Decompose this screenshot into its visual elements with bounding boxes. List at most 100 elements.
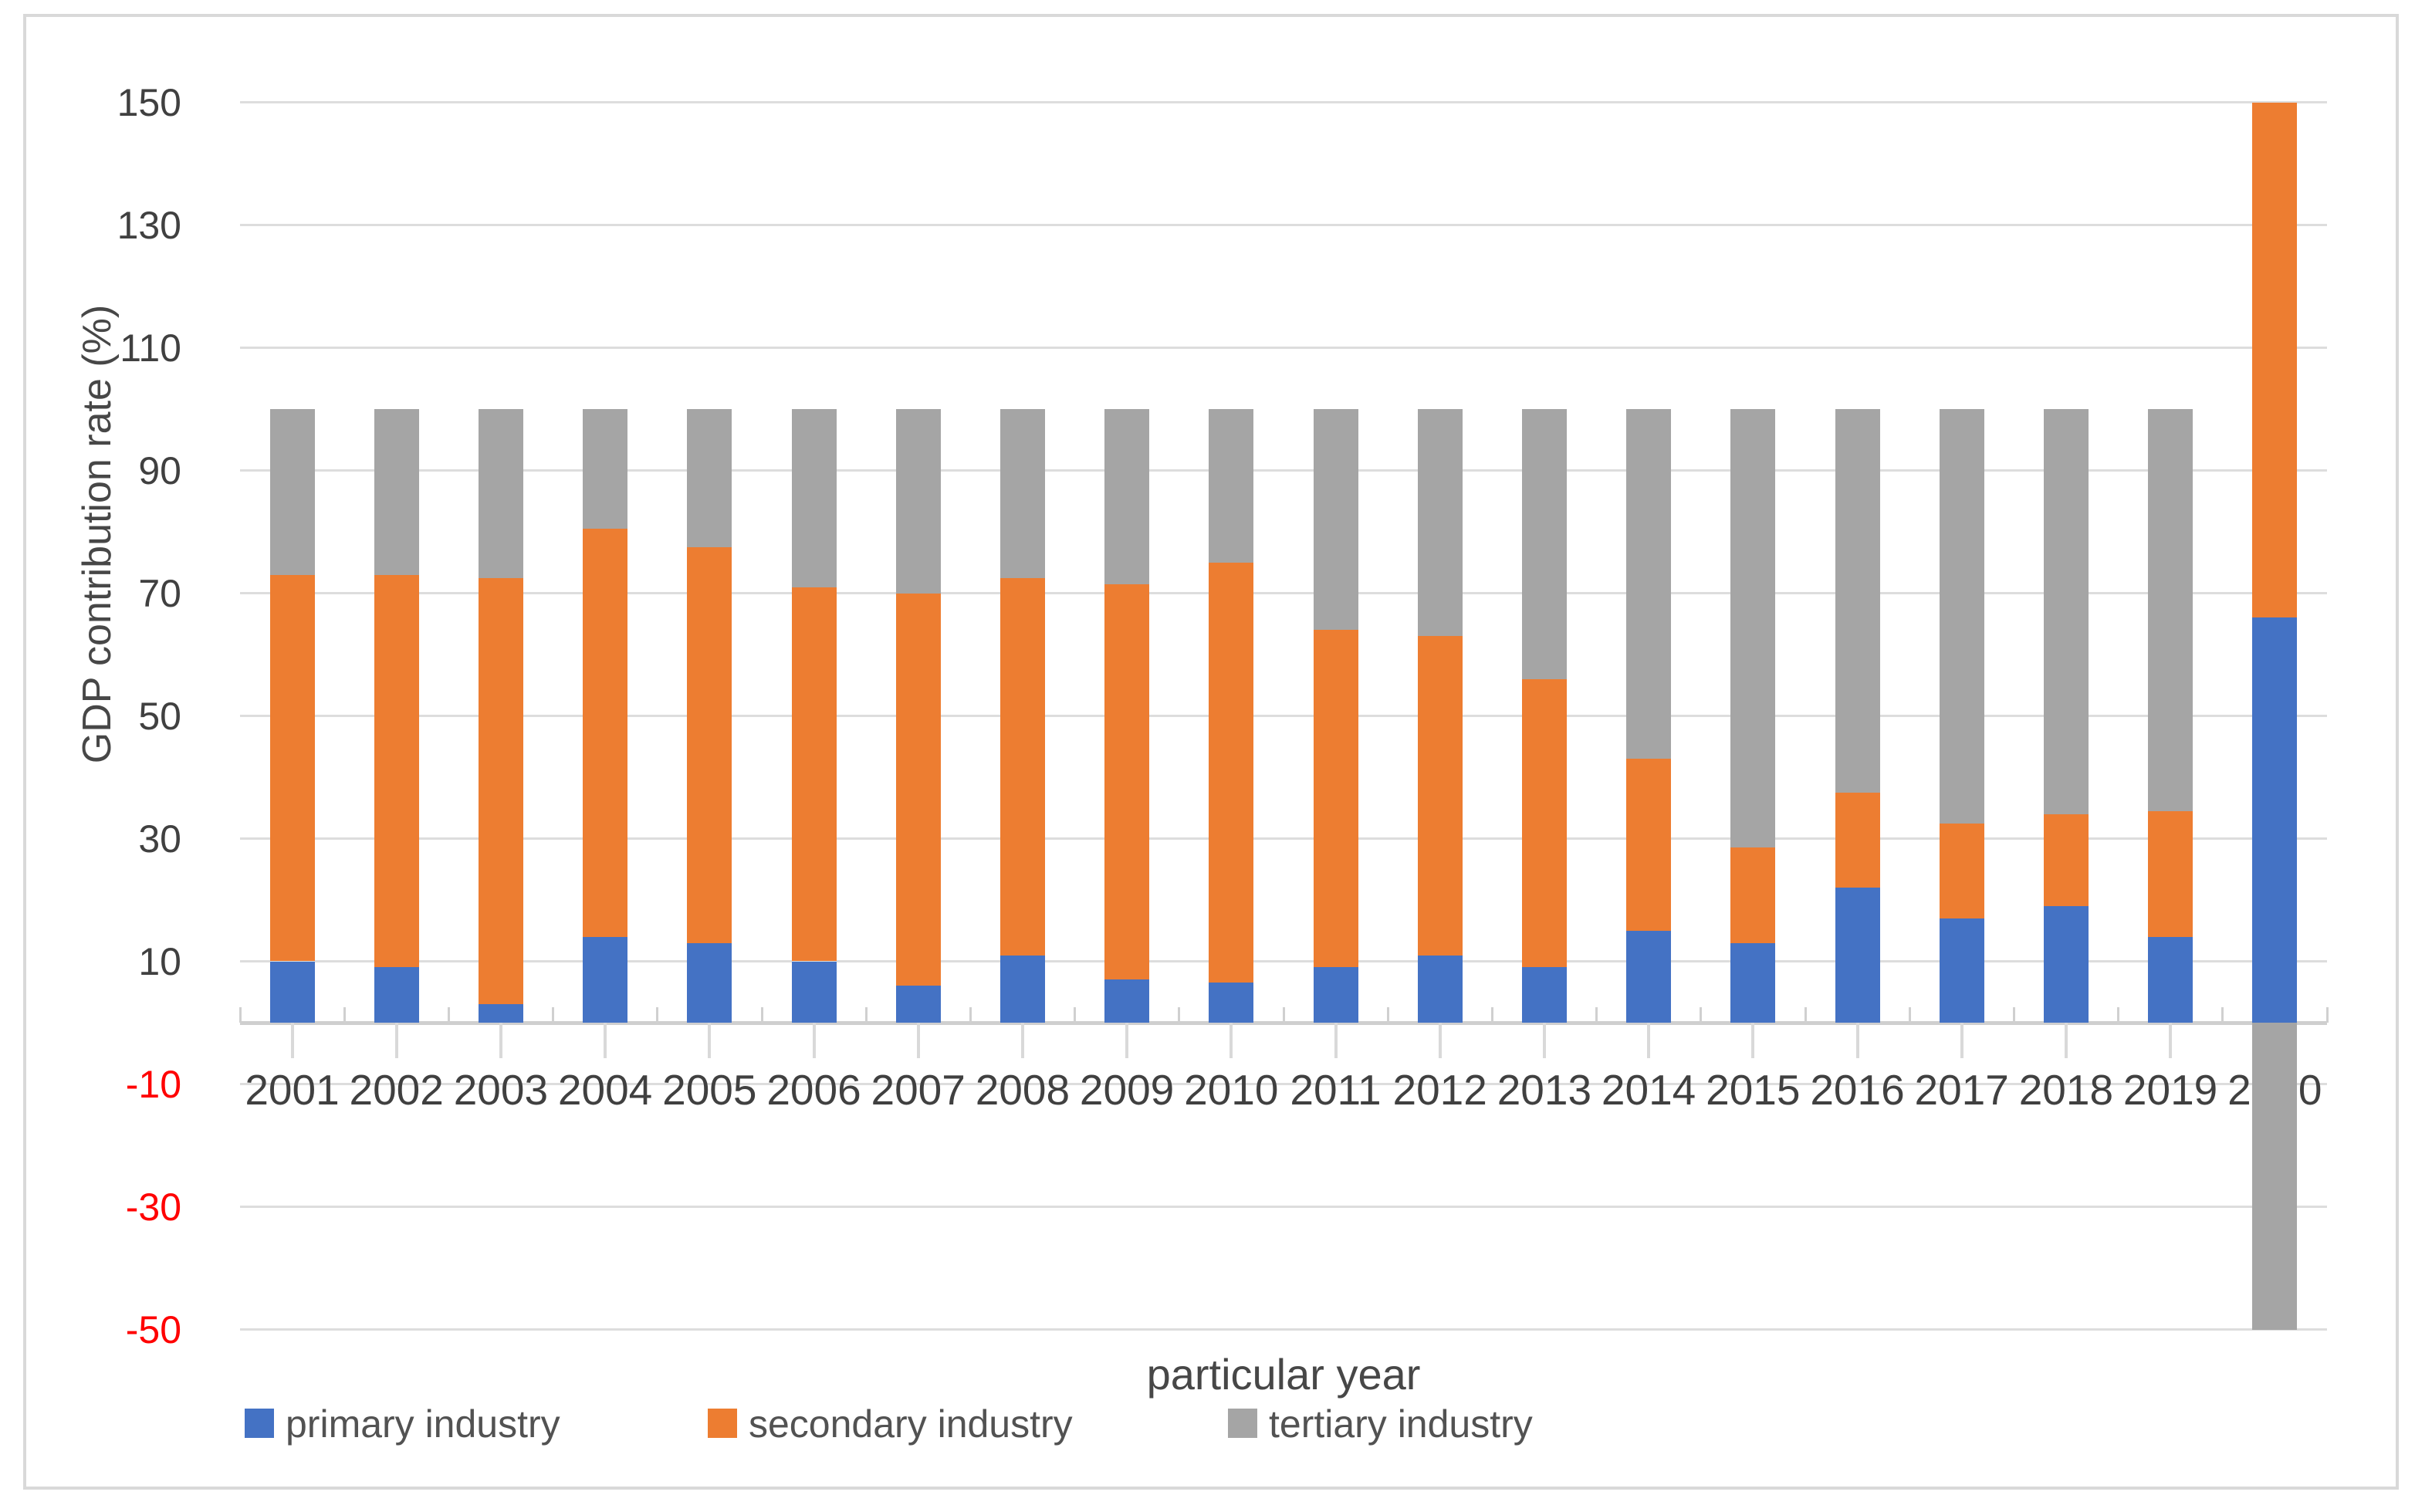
h-gridline xyxy=(240,715,2327,717)
secondary-industry-bar-segment[interactable] xyxy=(1521,678,1567,968)
x-tick-label: 2010 xyxy=(1184,1066,1279,1114)
primary-industry-bar-segment[interactable] xyxy=(1626,930,1672,1023)
secondary-industry-bar-segment[interactable] xyxy=(583,529,628,937)
axis-tick-icon xyxy=(343,1007,346,1023)
axis-tick-icon xyxy=(656,1007,659,1023)
tertiary-industry-bar-segment[interactable] xyxy=(791,409,837,587)
secondary-industry-bar-segment[interactable] xyxy=(2252,102,2298,618)
secondary-industry-bar-segment[interactable] xyxy=(791,587,837,962)
secondary-industry-bar-segment[interactable] xyxy=(1417,636,1463,956)
primary-industry-swatch-icon xyxy=(245,1409,274,1438)
chart-outer-border xyxy=(23,14,2399,1490)
secondary-industry-bar-segment[interactable] xyxy=(478,577,523,1005)
tertiary-industry-bar-segment[interactable] xyxy=(1521,409,1567,679)
secondary-industry-bar-segment[interactable] xyxy=(2148,810,2193,937)
secondary-industry-bar-segment[interactable] xyxy=(1835,792,1880,888)
x-axis-line xyxy=(240,1021,2327,1025)
tertiary-industry-bar-segment[interactable] xyxy=(583,409,628,529)
primary-industry-bar-segment[interactable] xyxy=(687,942,732,1023)
axis-tick-icon xyxy=(864,1007,868,1023)
axis-tick-icon xyxy=(290,1023,294,1058)
secondary-industry-bar-segment[interactable] xyxy=(687,546,732,943)
tertiary-industry-bar-segment[interactable] xyxy=(2252,1023,2298,1330)
tertiary-industry-bar-segment[interactable] xyxy=(1835,409,1880,793)
tertiary-industry-bar-segment[interactable] xyxy=(1313,409,1358,631)
x-tick-label: 2017 xyxy=(1914,1066,2009,1114)
axis-tick-icon xyxy=(1542,1023,1546,1058)
primary-industry-bar-segment[interactable] xyxy=(1417,955,1463,1023)
primary-industry-bar-segment[interactable] xyxy=(1521,967,1567,1023)
h-gridline xyxy=(240,592,2327,594)
axis-tick-icon xyxy=(2221,1007,2224,1023)
primary-industry-bar-segment[interactable] xyxy=(2148,936,2193,1023)
h-gridline xyxy=(240,347,2327,349)
primary-industry-bar-segment[interactable] xyxy=(2252,617,2298,1023)
primary-industry-bar-segment[interactable] xyxy=(269,961,315,1023)
secondary-industry-bar-segment[interactable] xyxy=(1313,630,1358,968)
primary-industry-bar-segment[interactable] xyxy=(791,961,837,1023)
secondary-industry-bar-segment[interactable] xyxy=(1730,847,1776,943)
secondary-industry-bar-segment[interactable] xyxy=(1104,583,1150,980)
primary-industry-bar-segment[interactable] xyxy=(895,986,941,1023)
secondary-industry-bar-segment[interactable] xyxy=(1939,823,1984,918)
axis-tick-icon xyxy=(1908,1007,1911,1023)
primary-industry-bar-segment[interactable] xyxy=(1104,979,1150,1023)
tertiary-industry-bar-segment[interactable] xyxy=(1104,409,1150,584)
secondary-industry-bar-segment[interactable] xyxy=(374,574,419,968)
y-tick-label: 150 xyxy=(117,80,181,124)
tertiary-industry-bar-segment[interactable] xyxy=(1626,409,1672,759)
axis-tick-icon xyxy=(1700,1007,1703,1023)
secondary-industry-bar-segment[interactable] xyxy=(999,577,1045,956)
tertiary-industry-bar-segment[interactable] xyxy=(1417,409,1463,637)
secondary-industry-bar-segment[interactable] xyxy=(1209,562,1254,983)
primary-industry-bar-segment[interactable] xyxy=(374,967,419,1023)
axis-tick-icon xyxy=(1334,1023,1338,1058)
axis-tick-icon xyxy=(394,1023,398,1058)
secondary-industry-bar-segment[interactable] xyxy=(2043,814,2089,906)
tertiary-industry-bar-segment[interactable] xyxy=(1209,409,1254,563)
primary-industry-bar-segment[interactable] xyxy=(2043,905,2089,1023)
tertiary-industry-bar-segment[interactable] xyxy=(687,409,732,547)
primary-industry-bar-segment[interactable] xyxy=(583,936,628,1023)
axis-tick-icon xyxy=(2169,1023,2173,1058)
h-gridline xyxy=(240,960,2327,962)
axis-tick-icon xyxy=(1229,1023,1233,1058)
secondary-industry-bar-segment[interactable] xyxy=(1626,759,1672,931)
y-tick-label: -10 xyxy=(125,1062,181,1106)
x-tick-label: 2018 xyxy=(2018,1066,2114,1114)
primary-industry-bar-segment[interactable] xyxy=(1939,918,1984,1023)
tertiary-industry-bar-segment[interactable] xyxy=(374,409,419,575)
primary-industry-bar-segment[interactable] xyxy=(999,955,1045,1023)
tertiary-industry-bar-segment[interactable] xyxy=(478,409,523,578)
axis-tick-icon xyxy=(1074,1007,1077,1023)
y-tick-label: 70 xyxy=(138,571,181,615)
primary-industry-bar-segment[interactable] xyxy=(478,1004,523,1023)
tertiary-industry-bar-segment[interactable] xyxy=(1730,409,1776,848)
h-gridline xyxy=(240,1328,2327,1331)
legend-label: tertiary industry xyxy=(1269,1402,1533,1446)
tertiary-industry-swatch-icon xyxy=(1228,1409,1257,1438)
secondary-industry-bar-segment[interactable] xyxy=(269,574,315,962)
secondary-industry-bar-segment[interactable] xyxy=(895,593,941,986)
axis-tick-icon xyxy=(2012,1007,2015,1023)
y-tick-label: 90 xyxy=(138,448,181,492)
primary-industry-bar-segment[interactable] xyxy=(1313,967,1358,1023)
tertiary-industry-bar-segment[interactable] xyxy=(895,409,941,594)
axis-tick-icon xyxy=(552,1007,555,1023)
primary-industry-bar-segment[interactable] xyxy=(1835,888,1880,1023)
tertiary-industry-bar-segment[interactable] xyxy=(1939,409,1984,824)
axis-tick-icon xyxy=(760,1007,763,1023)
primary-industry-bar-segment[interactable] xyxy=(1209,983,1254,1023)
axis-tick-icon xyxy=(1804,1007,1807,1023)
tertiary-industry-bar-segment[interactable] xyxy=(2043,409,2089,814)
tertiary-industry-bar-segment[interactable] xyxy=(2148,409,2193,811)
axis-tick-icon xyxy=(1960,1023,1963,1058)
x-axis-title: particular year xyxy=(1146,1350,1421,1399)
axis-tick-icon xyxy=(969,1007,972,1023)
tertiary-industry-bar-segment[interactable] xyxy=(999,409,1045,578)
h-gridline xyxy=(240,1083,2327,1085)
primary-industry-bar-segment[interactable] xyxy=(1730,942,1776,1023)
tertiary-industry-bar-segment[interactable] xyxy=(269,409,315,575)
